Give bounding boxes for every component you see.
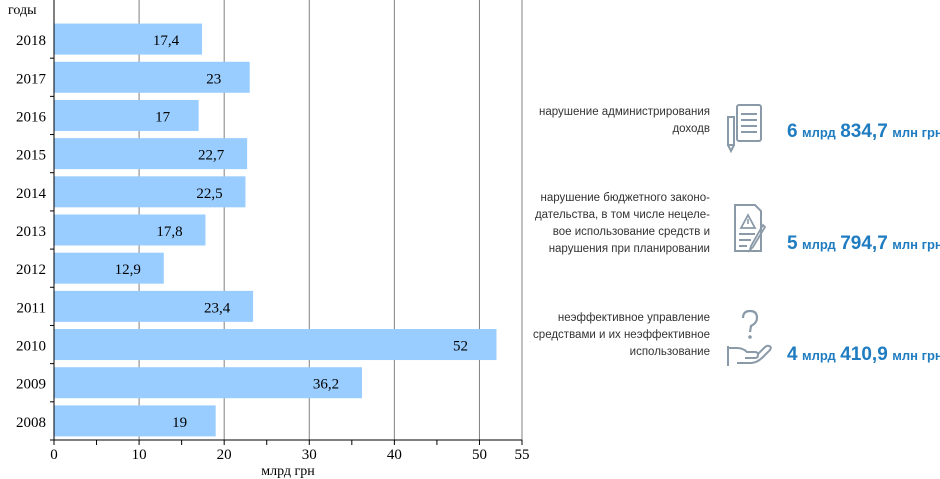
finding-row-inefficient: неэффективное управление средствами и их… — [500, 300, 940, 390]
finding-text: нарушение бюджетного законо- дательства,… — [534, 192, 710, 255]
y-axis-title: годы — [8, 3, 37, 18]
bar-2018 — [54, 23, 203, 55]
finding-text: неэффективное управление средствами и их… — [533, 312, 710, 358]
data-label-2016: 17 — [155, 109, 171, 125]
data-label-2017: 23 — [206, 71, 221, 87]
data-label-2010: 52 — [453, 339, 468, 355]
category-label-2014: 2014 — [16, 186, 47, 202]
x-tick-label-30: 30 — [302, 447, 317, 463]
bar-2013 — [54, 214, 206, 246]
amount-unit-billions: млрд — [802, 125, 836, 140]
amount-unit-millions: млн грн — [892, 237, 940, 252]
category-label-2017: 2017 — [16, 71, 47, 87]
amount-billions: 5 — [787, 233, 798, 254]
data-label-2011: 23,4 — [204, 300, 231, 316]
amount-unit-millions: млн грн — [892, 348, 940, 363]
x-tick-label-10: 10 — [132, 447, 147, 463]
amount-billions: 6 — [787, 121, 798, 142]
category-label-2016: 2016 — [16, 109, 47, 125]
amount-unit-millions: млн грн — [892, 125, 940, 140]
data-label-2009: 36,2 — [313, 377, 339, 393]
data-label-2012: 12,9 — [115, 262, 141, 278]
warning-document-icon — [725, 201, 767, 262]
findings-panel: нарушение администрирования доходв 6 млр… — [500, 0, 940, 479]
x-axis-title: млрд грн — [261, 464, 315, 479]
data-label-2015: 22,7 — [198, 148, 225, 164]
axes: 2008200920102011201220132014201520162017… — [16, 0, 530, 463]
bar-2009 — [54, 367, 363, 399]
bar-2017 — [54, 61, 250, 93]
amount-unit-billions: млрд — [802, 237, 836, 252]
amount-unit-billions: млрд — [802, 348, 836, 363]
bar-2008 — [54, 405, 216, 437]
x-tick-label-40: 40 — [387, 447, 402, 463]
finding-text: нарушение администрирования доходв — [539, 106, 710, 135]
x-tick-label-50: 50 — [472, 447, 487, 463]
bar-2010 — [54, 329, 497, 361]
category-label-2015: 2015 — [16, 148, 46, 164]
category-label-2018: 2018 — [16, 33, 46, 49]
bar-2015 — [54, 138, 248, 170]
bar-2011 — [54, 290, 254, 322]
x-tick-label-0: 0 — [50, 447, 58, 463]
amount-millions: 410,9 — [840, 344, 888, 365]
finding-amount: 5 млрд 794,7 млн грн — [787, 233, 940, 255]
category-label-2010: 2010 — [16, 339, 46, 355]
amount-millions: 794,7 — [840, 233, 888, 254]
x-tick-label-55: 55 — [515, 447, 530, 463]
category-label-2013: 2013 — [16, 224, 46, 240]
amount-billions: 4 — [787, 344, 798, 365]
bar-2012 — [54, 252, 164, 284]
category-label-2012: 2012 — [16, 262, 46, 278]
category-label-2008: 2008 — [16, 415, 46, 431]
data-label-2008: 19 — [172, 415, 187, 431]
finding-amount: 6 млрд 834,7 млн грн — [787, 121, 940, 143]
data-label-2013: 17,8 — [156, 224, 182, 240]
bars: 19 36,2 52 23,4 12,9 17,8 22,5 22,7 17 23 17,4 — [54, 23, 497, 437]
data-label-2014: 22,5 — [196, 186, 222, 202]
bar-2016 — [54, 99, 199, 131]
amount-millions: 834,7 — [840, 121, 888, 142]
category-label-2009: 2009 — [16, 377, 46, 393]
x-tick-label-20: 20 — [217, 447, 232, 463]
question-hand-icon — [725, 308, 773, 373]
bar-2014 — [54, 176, 246, 208]
data-label-2018: 17,4 — [153, 33, 180, 49]
finding-amount: 4 млрд 410,9 млн грн — [787, 344, 940, 366]
document-icon — [725, 101, 767, 160]
finding-row-budget: нарушение бюджетного законо- дательства,… — [500, 187, 940, 277]
category-label-2011: 2011 — [17, 300, 46, 316]
finding-row-revenue: нарушение администрирования доходв 6 млр… — [500, 95, 940, 175]
